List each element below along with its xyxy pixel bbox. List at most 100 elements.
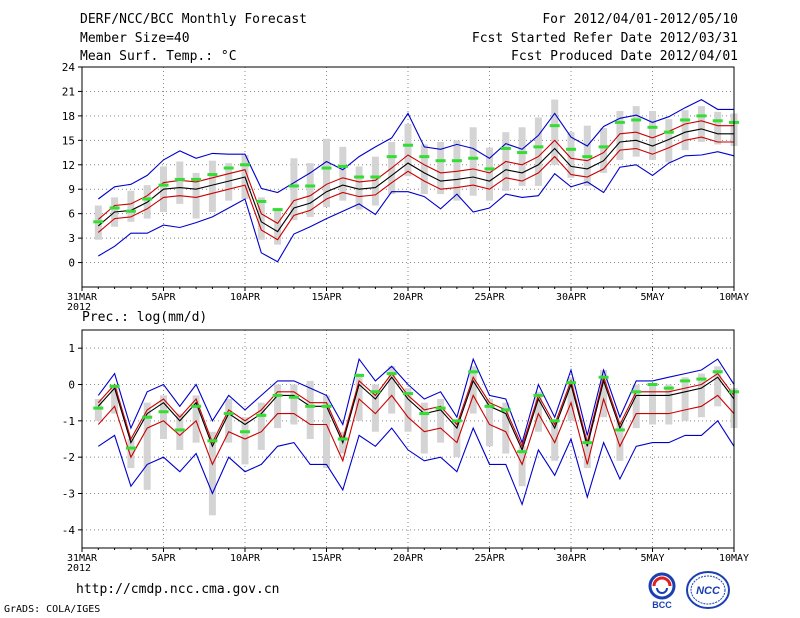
x-tick-label: 20APR <box>393 292 424 303</box>
spread-bar <box>192 395 200 443</box>
min-line <box>98 151 735 263</box>
spread-bar <box>486 399 493 447</box>
spread-bar <box>192 172 200 219</box>
observed-marker <box>223 166 234 170</box>
spread-bar <box>257 197 265 240</box>
observed-marker <box>93 220 104 224</box>
spread-bar <box>208 431 216 516</box>
observed-marker <box>533 393 544 397</box>
x-tick-label: 30APR <box>556 292 587 303</box>
observed-marker <box>468 370 479 374</box>
spread-bar <box>290 384 298 425</box>
observed-marker <box>598 145 609 149</box>
mean-line <box>97 376 735 452</box>
observed-marker <box>712 119 723 123</box>
y-tick-label: 6 <box>68 208 75 221</box>
observed-marker <box>517 450 528 454</box>
spread-bar <box>323 138 330 208</box>
observed-marker <box>533 145 544 149</box>
start-date: Fcst Started Refer Date 2012/03/31 <box>471 31 738 46</box>
panel-precipitation: Prec.: log(mm/d) -4 -3 -2 -1 0 1 31MAR 5APR 10APR… <box>62 310 749 574</box>
observed-marker <box>403 143 413 147</box>
y-tick-label: 0 <box>68 379 75 392</box>
bcc-logo-text: BCC <box>652 600 672 610</box>
spread-bar <box>127 190 135 222</box>
precip-panel-title: Prec.: log(mm/d) <box>82 310 207 325</box>
spread-bar <box>420 144 428 195</box>
x-tick-label: 10MAY <box>719 292 749 303</box>
observed-marker <box>647 383 658 386</box>
observed-marker <box>566 147 576 151</box>
ncc-logo: NCC <box>684 570 732 614</box>
observed-marker <box>631 390 642 394</box>
observed-marker <box>435 159 446 163</box>
observed-marker <box>631 118 642 122</box>
observed-marker <box>566 381 576 385</box>
upper-quartile-line <box>97 372 735 448</box>
lower-quartile-line <box>97 394 735 466</box>
observed-marker <box>321 166 332 170</box>
y-tick-label: -3 <box>62 488 75 501</box>
observed-marker <box>500 146 511 150</box>
spread-bar <box>632 106 640 157</box>
observed-marker <box>680 379 691 383</box>
spread-bar <box>534 391 542 432</box>
y-tick-label: 15 <box>62 134 75 147</box>
spread-bar <box>143 402 151 490</box>
x-tick-label: 5MAY <box>640 553 664 564</box>
x-tick-label: 10MAY <box>719 553 749 564</box>
observed-marker <box>256 413 267 417</box>
observed-marker <box>354 373 365 377</box>
x-tick-label: 5APR <box>151 553 176 564</box>
grads-credit: GrADS: COLA/IGES <box>4 604 101 615</box>
spread-bar <box>453 420 461 458</box>
source-url[interactable]: http://cmdp.ncc.cma.gov.cn <box>76 582 280 597</box>
y-tick-label: 18 <box>62 110 75 123</box>
spread-bar <box>632 384 640 429</box>
observed-marker <box>500 408 511 412</box>
spread-bar <box>518 446 526 487</box>
observed-marker <box>419 155 430 159</box>
observed-marker <box>288 184 299 188</box>
observed-marker <box>142 197 153 201</box>
observed-marker <box>403 392 413 396</box>
spread-bar <box>469 366 477 414</box>
observed-marker <box>451 159 462 163</box>
produced-date: Fcst Produced Date 2012/04/01 <box>511 49 738 64</box>
spread-bar <box>290 158 298 221</box>
x-year-label: 2012 <box>67 563 91 574</box>
x-tick-label: 15APR <box>311 292 342 303</box>
spread-bar <box>600 369 608 418</box>
observed-marker <box>240 163 250 167</box>
observed-marker <box>582 155 593 159</box>
spread-bar <box>404 388 412 432</box>
observed-marker <box>386 372 397 376</box>
spread-bar <box>697 373 705 418</box>
spread-bar <box>714 111 722 145</box>
observed-marker <box>305 404 316 408</box>
spread-bar <box>437 141 445 195</box>
spread-bar <box>355 166 363 210</box>
observed-marker <box>647 125 658 129</box>
observed-marker <box>614 428 625 432</box>
spread-bar <box>388 366 396 414</box>
forecast-period: For 2012/04/01-2012/05/10 <box>542 12 738 27</box>
mean-line <box>97 128 734 233</box>
observed-marker <box>598 375 609 379</box>
max-line <box>97 357 735 445</box>
x-tick-label: 5APR <box>151 292 176 303</box>
ncc-logo-text: NCC <box>696 585 721 597</box>
spread-bar <box>241 417 249 465</box>
spread-bar <box>160 395 167 439</box>
y-tick-label: -2 <box>62 451 75 464</box>
observed-marker <box>174 428 185 432</box>
observed-marker <box>582 441 593 445</box>
x-tick-label: 30APR <box>556 553 587 564</box>
spread-bar <box>583 435 591 469</box>
spread-bar <box>600 128 608 173</box>
observed-marker <box>517 151 528 155</box>
x-tick-label: 15APR <box>311 553 342 564</box>
observed-marker <box>451 419 462 423</box>
observed-marker <box>663 386 674 390</box>
spread-bar <box>665 384 673 425</box>
